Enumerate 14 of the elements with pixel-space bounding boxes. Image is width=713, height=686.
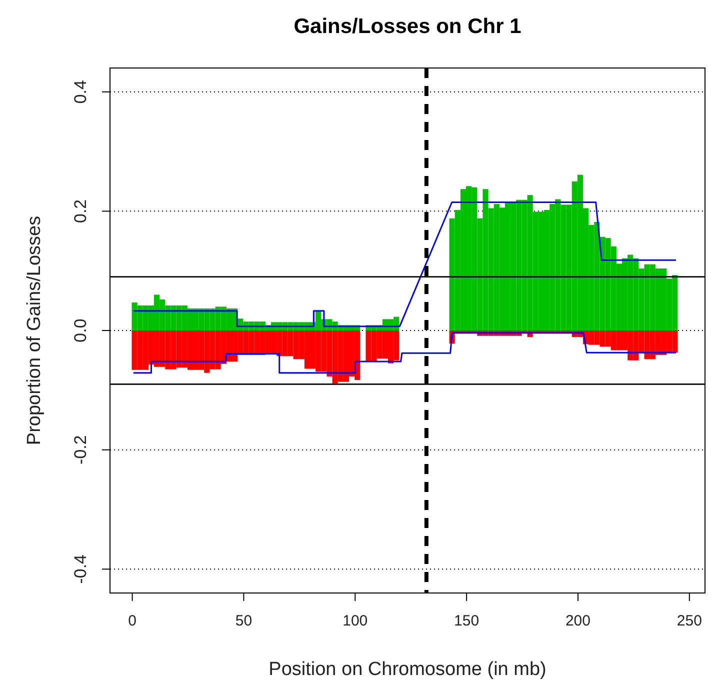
y-tick-label: 0.0 [71,318,90,342]
chart-title: Gains/Losses on Chr 1 [294,15,522,38]
x-axis-title: Position on Chromosome (in mb) [268,659,546,680]
x-tick-label: 150 [454,612,480,630]
x-tick-label: 0 [128,612,136,630]
x-tick-label: 50 [235,612,252,630]
y-axis-title: Proportion of Gains/Losses [24,216,45,446]
y-tick-label: 0.4 [71,80,90,104]
y-tick-label: -0.2 [71,435,90,464]
x-tick-label: 250 [676,612,702,630]
y-tick-label: -0.4 [71,554,90,584]
x-tick-label: 100 [342,612,368,630]
x-tick-label: 200 [565,612,590,630]
y-tick-label: 0.2 [71,199,90,223]
